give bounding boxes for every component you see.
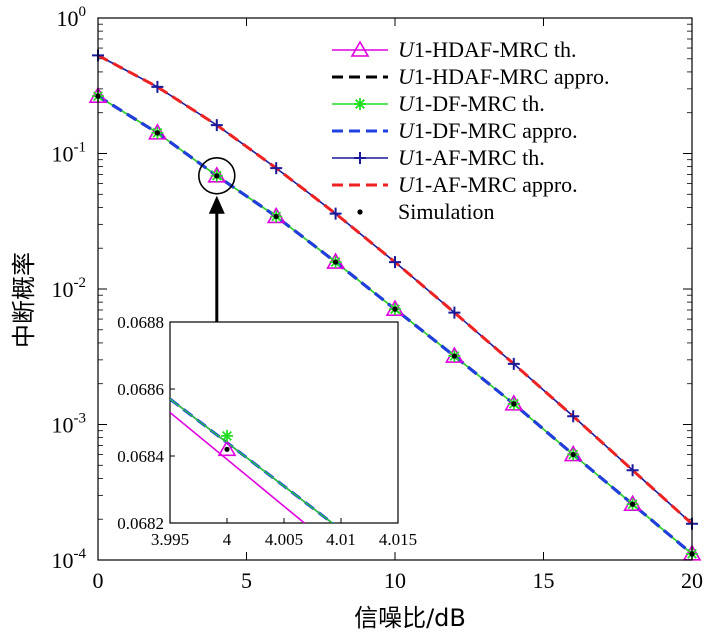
- inset-y-tick-label: 0.0684: [117, 447, 164, 466]
- y-tick-label: 100: [57, 4, 87, 31]
- legend-label: U1-AF-MRC appro.: [398, 172, 578, 197]
- legend: U1-HDAF-MRC th.U1-HDAF-MRC appro.U1-DF-M…: [332, 37, 609, 224]
- legend-label: U1-DF-MRC th.: [398, 91, 545, 116]
- inset-y-tick-label: 0.0686: [117, 380, 164, 399]
- inset-df-marker: [221, 429, 233, 442]
- inset-frame: [169, 321, 399, 524]
- inset-zoom-chart: 3.995 4 4.005 4.01 4.015 0.0688 0.0686 0.0684 0.…: [117, 313, 417, 549]
- inset-df-line: [170, 398, 334, 523]
- simulation-point: [273, 213, 279, 220]
- inset-x-tick-label: 4: [223, 530, 232, 549]
- zoom-callout: [198, 156, 236, 322]
- legend-marker: [354, 152, 366, 164]
- y-tick-label: 10-3: [52, 411, 87, 438]
- legend-label: U1-DF-MRC appro.: [398, 118, 578, 143]
- series-marker-4: [507, 357, 520, 370]
- inset-x-tick-label: 3.995: [151, 530, 189, 549]
- x-tick-label: 15: [533, 568, 555, 593]
- plot-frame: [97, 17, 693, 561]
- legend-marker: [357, 209, 363, 215]
- series-marker-4: [151, 80, 164, 93]
- legend-marker: [350, 40, 370, 57]
- simulation-point: [630, 501, 636, 507]
- inset-hdaf-line: [170, 411, 306, 523]
- series-marker-4: [389, 256, 401, 269]
- zoom-circle: [198, 156, 236, 195]
- legend-label: Simulation: [398, 199, 495, 224]
- x-tick-label: 20: [681, 568, 703, 593]
- main-plot-series: [88, 49, 702, 561]
- series-marker-4: [448, 306, 461, 319]
- simulation-point: [511, 401, 517, 407]
- simulation-point: [154, 130, 160, 136]
- x-tick-label: 10: [384, 568, 406, 593]
- simulation-point: [392, 306, 398, 312]
- y-tick-labels: 100 10-1 10-2 10-3 10-4: [52, 4, 87, 573]
- inset-y-tick-label: 0.0682: [117, 514, 164, 533]
- inset-hdaf-marker: [217, 439, 237, 457]
- legend-marker: [354, 98, 366, 110]
- x-axis-label: 信噪比/dB: [354, 604, 466, 632]
- inset-x-tick-label: 4.015: [379, 530, 417, 549]
- simulation-point: [214, 173, 220, 179]
- series-marker-4: [329, 207, 342, 220]
- series-marker-0: [207, 166, 227, 183]
- inset-y-tick-label: 0.0688: [117, 313, 164, 332]
- x-tick-label: 0: [93, 568, 104, 593]
- legend-label: U1-HDAF-MRC appro.: [398, 64, 609, 89]
- legend-label: U1-HDAF-MRC th.: [398, 37, 576, 62]
- y-tick-label: 10-2: [52, 275, 87, 302]
- simulation-point: [451, 353, 457, 359]
- y-tick-label: 10-1: [52, 140, 87, 167]
- simulation-point: [333, 259, 339, 265]
- inset-sim-point: [224, 446, 230, 452]
- series-marker-4: [626, 464, 639, 477]
- main-plot-frame: [97, 17, 693, 561]
- zoom-arrow-head: [208, 195, 225, 214]
- inset-x-tick-label: 4.01: [326, 530, 356, 549]
- inset-plot-area: [170, 397, 335, 523]
- legend-label: U1-AF-MRC th.: [398, 145, 545, 170]
- simulation-point: [570, 451, 576, 458]
- series-marker-4: [210, 119, 223, 132]
- x-tick-labels: 0 5 10 15 20: [93, 568, 704, 593]
- y-tick-label: 10-4: [52, 546, 87, 573]
- inset-x-tick-label: 4.005: [265, 530, 303, 549]
- series-marker-4: [270, 162, 283, 175]
- y-axis-label: 中断概率: [10, 252, 38, 348]
- series-marker-4: [567, 410, 580, 423]
- x-tick-label: 5: [241, 568, 252, 593]
